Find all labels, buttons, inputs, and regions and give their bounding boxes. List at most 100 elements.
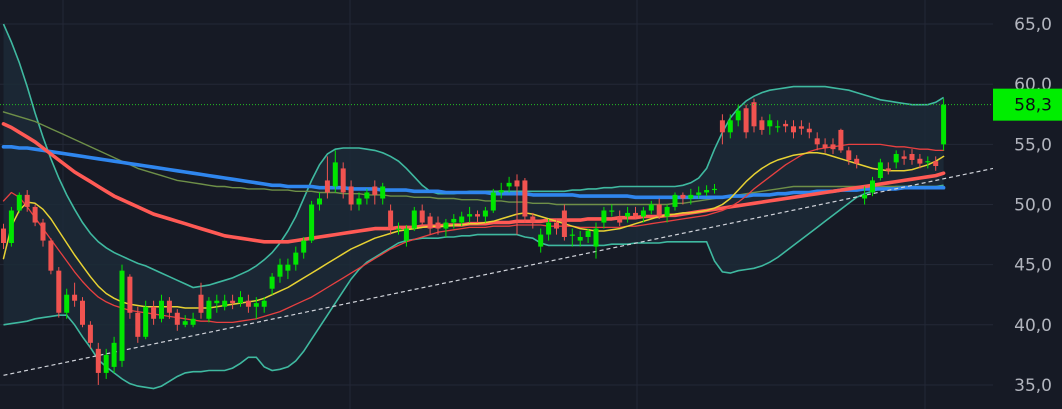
candle[interactable] — [48, 238, 54, 275]
candle[interactable] — [577, 230, 583, 247]
price-axis[interactable]: 65,060,055,050,045,040,035,058,3 — [993, 0, 1062, 409]
candle[interactable] — [925, 156, 931, 169]
candle[interactable] — [380, 182, 386, 205]
candle[interactable] — [166, 297, 172, 319]
candle[interactable] — [862, 186, 868, 205]
candle[interactable] — [877, 158, 883, 181]
candle[interactable] — [475, 210, 480, 223]
candle[interactable] — [435, 216, 441, 235]
candle[interactable] — [143, 300, 149, 340]
candle[interactable] — [546, 218, 552, 241]
candle[interactable] — [798, 120, 804, 135]
candle[interactable] — [909, 149, 915, 165]
candle[interactable] — [893, 150, 899, 169]
candle[interactable] — [593, 222, 599, 259]
candle[interactable] — [672, 192, 678, 211]
candle[interactable] — [411, 206, 417, 231]
candle[interactable] — [182, 315, 188, 328]
candle[interactable] — [775, 120, 781, 133]
candle[interactable] — [514, 174, 520, 235]
candle[interactable] — [206, 297, 212, 323]
candle[interactable] — [490, 188, 496, 213]
candle[interactable] — [396, 222, 401, 235]
candle[interactable] — [822, 138, 828, 153]
candle[interactable] — [245, 294, 251, 313]
candle[interactable] — [87, 321, 93, 349]
candle[interactable] — [56, 267, 62, 318]
candle[interactable] — [791, 120, 796, 139]
candle[interactable] — [190, 312, 196, 328]
candle[interactable] — [696, 186, 702, 199]
candle[interactable] — [680, 192, 686, 205]
candle[interactable] — [767, 114, 773, 135]
candle[interactable] — [554, 218, 559, 235]
candle[interactable] — [8, 206, 14, 247]
candle[interactable] — [704, 185, 710, 197]
candle[interactable] — [917, 153, 923, 169]
candle[interactable] — [72, 282, 78, 307]
candle[interactable] — [198, 282, 204, 319]
candle[interactable] — [324, 156, 330, 199]
candle[interactable] — [285, 258, 291, 280]
candle[interactable] — [814, 132, 820, 151]
candle[interactable] — [24, 190, 30, 212]
candle[interactable] — [151, 300, 157, 325]
candle[interactable] — [214, 294, 220, 313]
candle[interactable] — [530, 212, 536, 229]
candle[interactable] — [459, 211, 465, 227]
candle[interactable] — [340, 162, 346, 199]
candle[interactable] — [648, 200, 654, 215]
candle[interactable] — [80, 297, 85, 328]
candle[interactable] — [111, 336, 117, 373]
candle[interactable] — [870, 176, 875, 197]
candle[interactable] — [664, 204, 670, 223]
candle[interactable] — [222, 294, 228, 311]
candle[interactable] — [277, 258, 283, 283]
candle[interactable] — [127, 274, 133, 319]
candle[interactable] — [451, 214, 457, 229]
candle[interactable] — [332, 150, 338, 193]
candle[interactable] — [830, 138, 836, 154]
candle[interactable] — [238, 291, 243, 307]
candle[interactable] — [806, 122, 812, 139]
candle[interactable] — [293, 246, 299, 271]
candle[interactable] — [506, 176, 512, 193]
candle[interactable] — [419, 204, 425, 227]
candle[interactable] — [838, 128, 844, 153]
candle[interactable] — [64, 288, 70, 319]
candle[interactable] — [174, 309, 180, 331]
candle[interactable] — [32, 204, 38, 227]
candle[interactable] — [119, 264, 125, 367]
candle[interactable] — [719, 114, 725, 145]
candle[interactable] — [388, 204, 394, 235]
candle[interactable] — [640, 206, 646, 223]
candle[interactable] — [403, 224, 409, 247]
candle[interactable] — [688, 188, 694, 205]
candle[interactable] — [712, 184, 717, 194]
candle[interactable] — [16, 192, 22, 213]
candle[interactable] — [656, 198, 662, 219]
candle[interactable] — [230, 294, 236, 310]
candle[interactable] — [538, 228, 544, 253]
candle[interactable] — [427, 212, 433, 235]
candle[interactable] — [783, 120, 789, 133]
candle[interactable] — [95, 342, 101, 385]
candle[interactable] — [159, 294, 164, 323]
candle[interactable] — [743, 104, 749, 139]
candle[interactable] — [364, 188, 370, 205]
candle[interactable] — [1, 223, 6, 250]
candle[interactable] — [40, 218, 46, 247]
candle[interactable] — [759, 116, 765, 135]
candle[interactable] — [933, 156, 939, 171]
candle[interactable] — [941, 98, 947, 151]
candle[interactable] — [601, 206, 607, 229]
candle[interactable] — [135, 306, 141, 343]
candle[interactable] — [585, 228, 591, 243]
candle[interactable] — [261, 297, 267, 313]
candle[interactable] — [356, 192, 362, 211]
candle[interactable] — [317, 192, 322, 211]
candle[interactable] — [103, 348, 109, 379]
candle[interactable] — [846, 146, 852, 165]
candle[interactable] — [301, 236, 307, 259]
